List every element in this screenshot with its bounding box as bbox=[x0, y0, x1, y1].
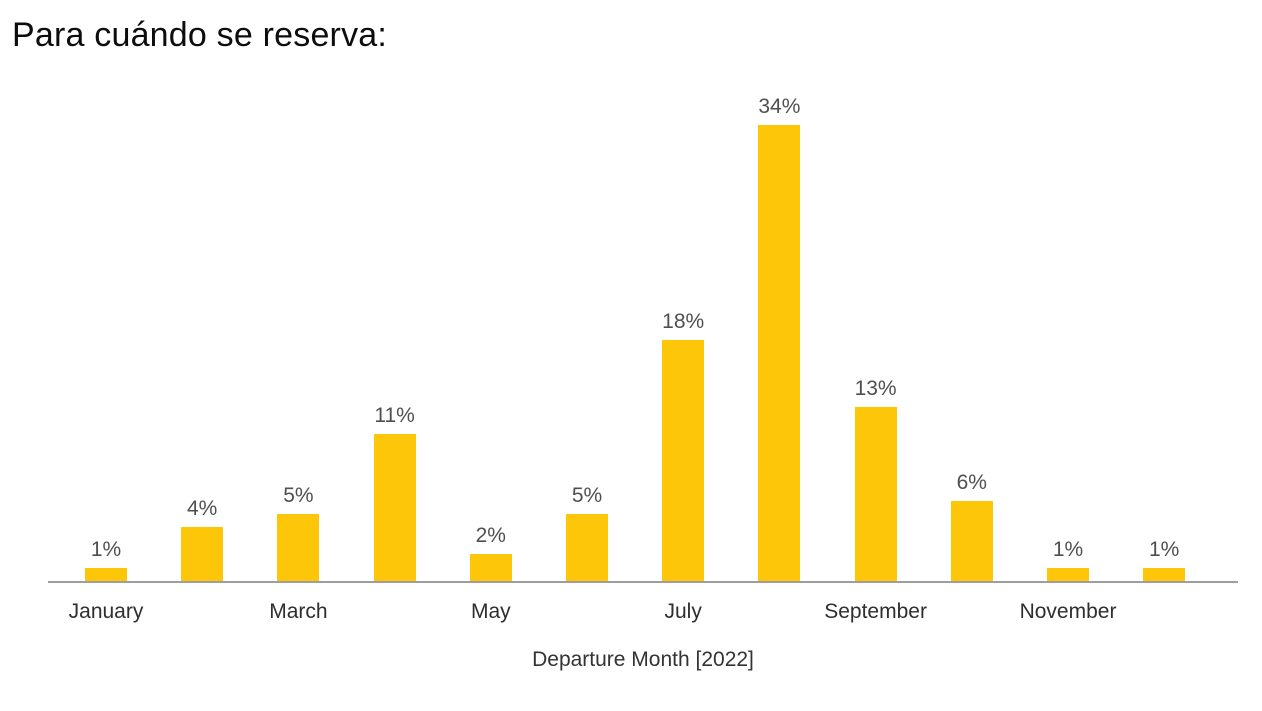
bar-value-label: 2% bbox=[475, 524, 506, 547]
bar-group: 34% bbox=[731, 91, 827, 581]
bar-group: 5% bbox=[539, 480, 635, 581]
bar bbox=[277, 514, 320, 581]
x-tick-label: May bbox=[470, 600, 511, 623]
bar bbox=[1047, 568, 1089, 581]
x-axis-tick-labels: January March May July September November bbox=[48, 600, 1238, 632]
bar-value-label: 13% bbox=[854, 377, 897, 400]
plot-area: 1% 4% 5% 11% 2% 5% 18% 34% 13% 6% 1% 1% bbox=[48, 95, 1238, 583]
bar-value-label: 6% bbox=[956, 471, 987, 494]
x-tick-label: March bbox=[269, 600, 328, 623]
bar bbox=[181, 527, 224, 581]
x-tick-label: July bbox=[664, 600, 702, 623]
bar-group: 4% bbox=[154, 493, 250, 581]
bar-value-label: 4% bbox=[187, 497, 218, 520]
bar-value-label: 34% bbox=[758, 95, 801, 118]
bar-value-label: 5% bbox=[571, 484, 603, 507]
bar-value-label: 1% bbox=[1149, 538, 1180, 561]
bar bbox=[85, 568, 127, 581]
bar-group: 18% bbox=[635, 306, 731, 581]
bar bbox=[1143, 568, 1186, 581]
bar-group: 5% bbox=[250, 480, 346, 581]
bar-group: 1% bbox=[58, 534, 154, 581]
page-title: Para cuándo se reserva: bbox=[12, 16, 388, 54]
x-axis-line bbox=[48, 581, 1238, 583]
bar-value-label: 1% bbox=[90, 538, 122, 561]
bar-value-label: 5% bbox=[283, 484, 314, 507]
bar-value-label: 11% bbox=[374, 404, 415, 427]
bar-group: 1% bbox=[1020, 534, 1116, 581]
bar-group: 2% bbox=[443, 520, 539, 581]
bar-group: 13% bbox=[828, 373, 924, 581]
bar bbox=[854, 407, 897, 581]
x-tick-label: November bbox=[1019, 600, 1117, 623]
x-tick-label: January bbox=[68, 600, 144, 623]
bar bbox=[950, 501, 993, 581]
bar-group: 6% bbox=[924, 467, 1020, 581]
bar bbox=[662, 340, 705, 581]
bar bbox=[373, 434, 416, 581]
bar-group: 1% bbox=[1116, 534, 1212, 581]
bar bbox=[469, 554, 512, 581]
bar bbox=[566, 514, 608, 581]
bar-value-label: 1% bbox=[1052, 538, 1084, 561]
x-axis-title: Departure Month [2022] bbox=[532, 648, 754, 671]
bar-value-label: 18% bbox=[662, 310, 705, 333]
x-tick-label: September bbox=[824, 600, 927, 623]
bar bbox=[758, 125, 801, 581]
bar-group: 11% bbox=[347, 400, 443, 581]
